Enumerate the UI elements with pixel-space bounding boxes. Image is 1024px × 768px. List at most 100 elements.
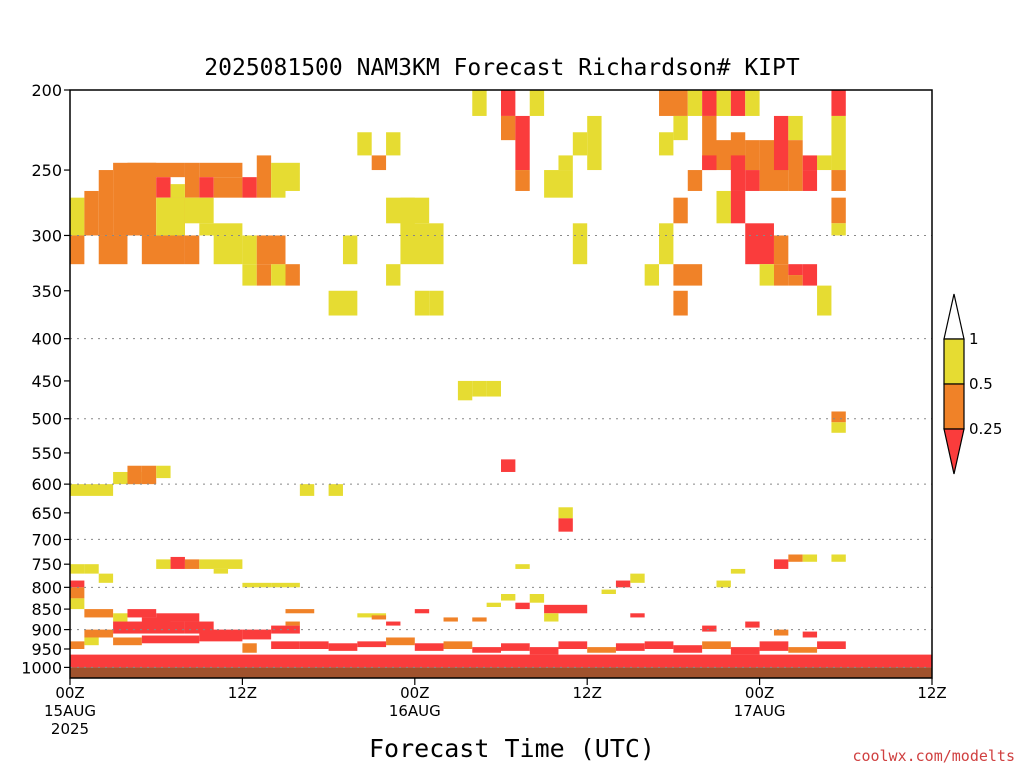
data-cell [644,264,660,286]
data-cell [443,641,473,649]
data-cell [371,155,387,171]
plot-frame [69,89,933,679]
data-cell [716,190,731,224]
colorbar-swatch-yellow [943,338,965,385]
data-cell [788,554,803,562]
x-tick-label: 15AUG [44,702,96,720]
x-tick-label: 00Z [400,684,429,702]
data-cell [371,615,387,620]
data-cell [113,637,142,646]
data-cell [745,170,760,191]
data-cell [773,115,789,171]
data-cell [70,598,85,610]
data-cell [141,635,200,644]
data-cell [716,580,731,588]
data-cell [529,647,559,655]
data-cell [601,589,616,595]
data-cell [730,155,746,191]
data-cell [170,556,185,569]
data-cell [271,162,286,198]
data-cell [558,507,573,519]
data-cell [271,641,300,649]
data-cell [673,645,703,653]
colorbar-swatch-red [943,428,965,475]
y-tick-label: 750 [31,555,62,574]
x-tick-label: 2025 [51,720,89,738]
data-cell [299,641,329,649]
data-cell [817,641,846,649]
data-cell [414,643,444,651]
data-cell [357,132,372,156]
data-cell [730,190,746,224]
data-cell [386,637,415,646]
data-cell [515,602,530,610]
y-tick-label: 250 [31,161,62,180]
data-cell [472,617,487,622]
data-cell [702,641,731,649]
data-cell [84,637,99,646]
data-cell [759,264,774,286]
data-cell [328,484,343,496]
y-tick-label: 350 [31,282,62,301]
data-cell [242,235,257,265]
y-tick-label: 900 [31,621,62,640]
x-tick-label: 16AUG [389,702,441,720]
data-cell [730,568,746,574]
data-cell [630,613,645,618]
data-cells [70,90,932,678]
data-cell [773,629,789,636]
data-cell [529,594,545,603]
data-cell [802,631,818,638]
data-cell [515,115,530,171]
data-cell [644,641,674,649]
colorbar-legend: 1 0.5 0.25 [943,293,1002,475]
data-cell [745,90,760,116]
data-cell [184,559,200,569]
data-cell [213,568,229,574]
data-cell [745,140,760,171]
data-cell [70,587,85,599]
y-tick-label: 200 [31,81,62,100]
data-cell [529,90,545,116]
chart-title: 2025081500 NAM3KM Forecast Richardson# K… [204,55,800,81]
data-cell [558,641,588,649]
colorbar-swatch-orange [943,383,965,430]
data-cell [730,90,746,116]
data-cell [285,609,315,614]
data-cell [817,285,832,316]
x-axis-title: Forecast Time (UTC) [369,734,655,763]
data-cell [70,580,85,588]
data-cell [199,177,214,198]
data-cell [544,170,573,198]
colorbar-level-label: 1 [969,330,979,348]
data-cell [486,380,501,397]
data-cell [572,223,588,265]
data-cell [587,115,602,171]
data-cell [141,465,157,485]
data-cell [831,411,846,423]
data-cell [802,264,818,286]
data-cell [70,197,85,236]
y-tick-label: 450 [31,372,62,391]
data-cell [386,264,401,286]
data-cell [673,264,703,286]
y-tick-label: 700 [31,530,62,549]
data-cell [544,613,559,622]
data-cell [285,264,300,286]
data-cell [184,235,200,265]
data-cell [386,621,401,626]
data-cell [515,564,530,569]
data-cell [501,643,530,651]
data-cell [141,235,185,265]
data-cell [802,155,818,171]
y-tick-label: 500 [31,410,62,429]
data-cell [501,459,516,472]
y-tick-label: 600 [31,475,62,494]
data-cell [199,162,243,178]
data-cell [98,170,114,236]
y-tick-label: 550 [31,444,62,463]
data-cell [386,132,401,156]
data-cell [457,380,473,401]
data-cell [156,177,171,198]
data-cell [773,559,789,569]
